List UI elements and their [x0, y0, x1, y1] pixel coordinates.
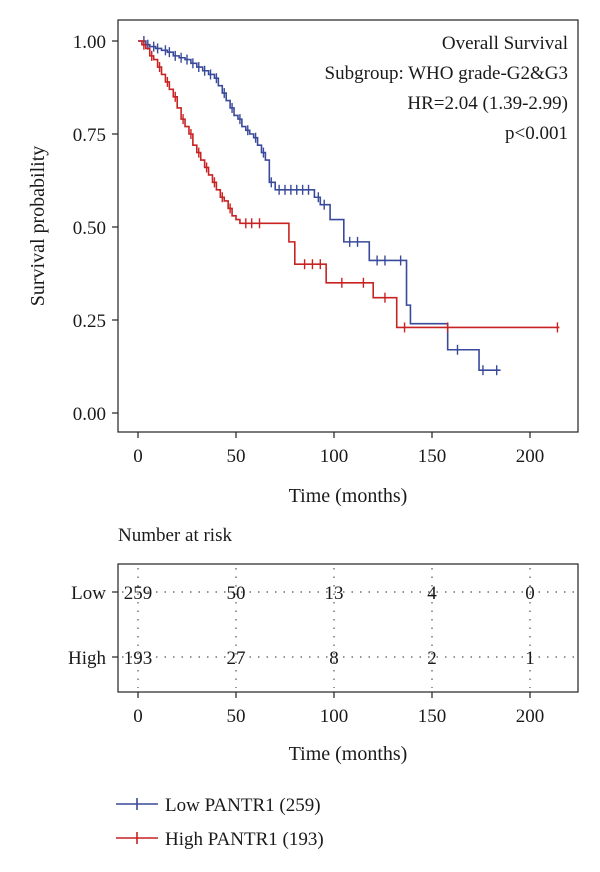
x-tick-label: 150 [418, 446, 447, 467]
risk-table-title: Number at risk [118, 525, 232, 546]
risk-count: 27 [227, 648, 246, 669]
y-tick-label: 0.00 [73, 404, 106, 425]
risk-count: 2 [427, 648, 437, 669]
x-tick-label: 0 [133, 446, 143, 467]
x-tick-label: 150 [418, 706, 447, 727]
y-tick-label: 0.25 [73, 311, 106, 332]
risk-count: 259 [124, 583, 153, 604]
risk-count: 4 [427, 583, 437, 604]
x-axis-label: Time (months) [289, 485, 408, 507]
x-tick-label: 50 [227, 446, 246, 467]
risk-count: 13 [325, 583, 344, 604]
km-curve-0 [138, 40, 501, 372]
y-axis-label: Survival probability [27, 146, 49, 307]
y-tick-label: 0.50 [73, 218, 106, 239]
risk-table-frame [117, 563, 579, 693]
stat-annotation: HR=2.04 (1.39-2.99) [407, 93, 568, 114]
chart-title: Overall Survival [442, 33, 568, 54]
y-tick-label: 1.00 [73, 32, 106, 53]
risk-row-label: High [68, 648, 107, 669]
x-tick-label: 50 [227, 706, 246, 727]
risk-row-label: Low [71, 583, 106, 604]
risk-count: 8 [329, 648, 339, 669]
stat-annotation: Subgroup: WHO grade-G2&G3 [325, 63, 568, 84]
x-tick-label: 100 [320, 706, 349, 727]
risk-count: 193 [124, 648, 153, 669]
x-tick-label: 0 [133, 706, 143, 727]
x-tick-label: 200 [516, 446, 545, 467]
y-tick-label: 0.75 [73, 125, 106, 146]
x-tick-label: 200 [516, 706, 545, 727]
plot-frame [117, 19, 579, 433]
x-axis-label: Time (months) [289, 743, 408, 765]
risk-count: 1 [525, 648, 535, 669]
km-curve-1 [138, 40, 560, 329]
risk-count: 0 [525, 583, 535, 604]
legend-label: High PANTR1 (193) [165, 829, 324, 850]
risk-count: 50 [227, 583, 246, 604]
x-tick-label: 100 [320, 446, 349, 467]
stat-annotation: p<0.001 [505, 123, 568, 144]
legend-label: Low PANTR1 (259) [165, 795, 321, 816]
